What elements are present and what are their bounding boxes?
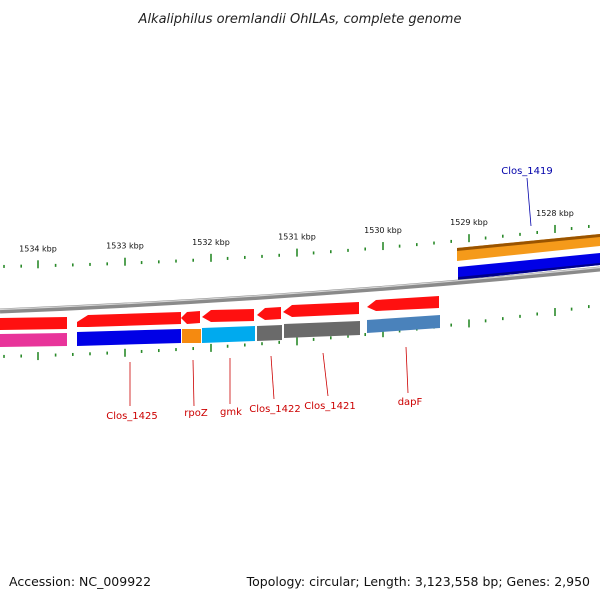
accession-footer: Accession: NC_009922 (9, 574, 152, 589)
genome-backbone-highlight (0, 266, 600, 311)
kbp-tick-label: 1528 kbp (536, 209, 574, 218)
tick-layer: 1534 kbp 1533 kbp 1532 kbp 1531 kbp 1530 kbp… (3, 209, 590, 361)
gene-label-clos-1421[interactable]: Clos_1421 (304, 401, 356, 412)
kbp-tick-label: 1529 kbp (450, 218, 488, 227)
cds-arrow-gmk[interactable] (202, 309, 254, 322)
cds-arrow-clos-1425[interactable] (77, 312, 181, 327)
kbp-tick-label: 1531 kbp (278, 233, 316, 242)
kbp-tick-label: 1533 kbp (106, 242, 144, 251)
cds-edge-clos-1419 (457, 234, 600, 251)
genome-backbone (0, 266, 600, 314)
gene-bar-rpoZ[interactable] (182, 329, 201, 343)
feature-clos-1419[interactable] (457, 234, 600, 280)
gene-bar-dapF[interactable] (367, 315, 440, 333)
gene-label-dapF[interactable]: dapF (398, 397, 423, 408)
cds-arrow-left-edge[interactable] (0, 317, 67, 330)
cds-arrow-dapF[interactable] (367, 296, 439, 311)
leader-dapF (405, 346, 409, 394)
kbp-tick-label: 1534 kbp (19, 244, 57, 253)
kbp-tick-label: 1530 kbp (364, 226, 402, 235)
leader-clos-1421 (322, 352, 329, 397)
kbp-tick-label: 1532 kbp (192, 238, 230, 247)
gene-bar-clos-1421[interactable] (284, 321, 360, 338)
leader-clos-1422 (270, 355, 275, 400)
gene-bar-gmk[interactable] (202, 326, 255, 343)
cds-arrow-rpoZ[interactable] (181, 311, 200, 324)
map-title: Alkaliphilus oremlandii OhILAs, complete… (138, 12, 462, 27)
cds-arrow-clos-1421[interactable] (283, 302, 359, 317)
label-leaders (129, 177, 532, 407)
gene-label-rpoZ[interactable]: rpoZ (184, 408, 208, 419)
genome-summary-footer: Topology: circular; Length: 3,123,558 bp… (246, 574, 590, 589)
gene-label-clos-1419[interactable]: Clos_1419 (501, 166, 553, 177)
gene-edge-clos-1419 (458, 263, 600, 280)
gene-bar-clos-1425[interactable] (77, 329, 181, 346)
gene-bar-clos-1422[interactable] (257, 325, 282, 341)
leader-clos-1419 (526, 177, 532, 227)
gene-label-clos-1425[interactable]: Clos_1425 (106, 411, 158, 422)
cds-arrow-layer (0, 296, 439, 330)
gene-bar-clos-1419[interactable] (458, 253, 600, 280)
gene-bar-layer (0, 315, 440, 347)
cds-arrow-clos-1422[interactable] (257, 307, 281, 320)
gene-label-gmk[interactable]: gmk (220, 407, 242, 418)
cds-bar-clos-1419[interactable] (457, 234, 600, 261)
gene-bar-left-edge[interactable] (0, 333, 67, 347)
leader-rpoZ (192, 359, 195, 407)
gene-label-clos-1422[interactable]: Clos_1422 (249, 404, 301, 415)
gene-labels: Clos_1425 rpoZ gmk Clos_1422 Clos_1421 d… (106, 166, 553, 422)
